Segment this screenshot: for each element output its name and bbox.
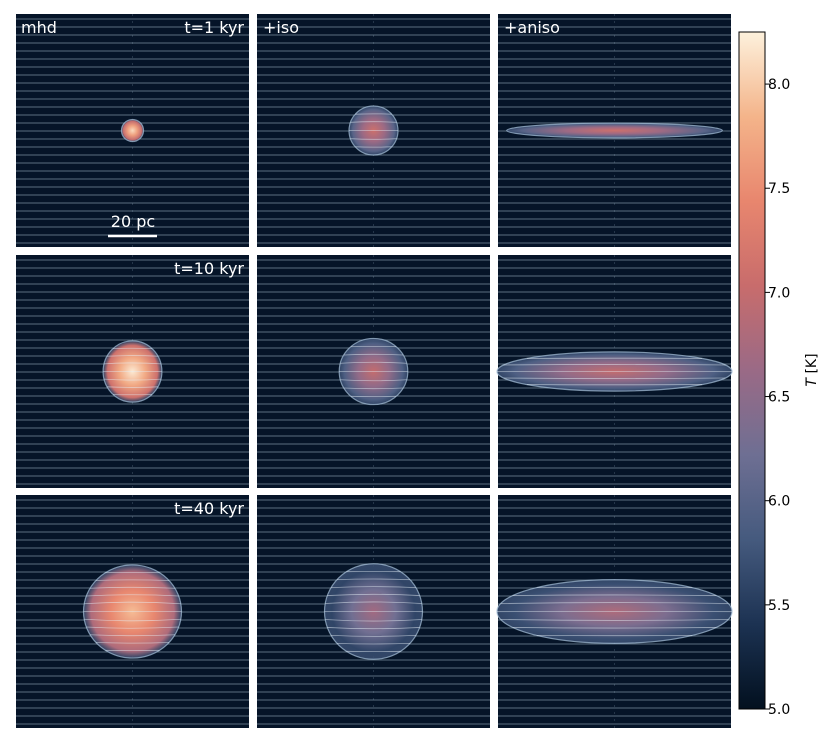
draped-field-line (336, 642, 411, 645)
draped-field-line (343, 353, 404, 356)
draped-field-line (107, 386, 158, 388)
draped-field-line (86, 626, 179, 629)
draped-field-line (95, 642, 170, 644)
draped-field-line (104, 362, 161, 365)
panel-grid (16, 14, 733, 728)
time-label-2: t=10 kyr (174, 259, 244, 278)
colorbar-tick-label: 5.5 (768, 598, 790, 614)
colorbar-tick-label: 5.0 (768, 702, 790, 718)
draped-field-line (84, 618, 181, 622)
col-label-iso: +iso (263, 18, 299, 37)
draped-field-line (331, 586, 416, 589)
draped-field-line (500, 619, 729, 621)
col-label-aniso: +aniso (504, 18, 560, 37)
panel-aniso-t10 (496, 255, 733, 488)
bubble-edge (506, 122, 723, 139)
draped-field-line (503, 377, 726, 379)
colorbar-label: T [K] (804, 353, 820, 386)
colorbar-tick-label: 7.5 (768, 181, 790, 197)
draped-field-line (327, 627, 420, 630)
draped-field-line (327, 593, 420, 596)
draped-field-line (340, 361, 407, 364)
hot-bubble (121, 119, 144, 142)
draped-field-line (350, 138, 397, 140)
colorbar-tick-label: 7.0 (768, 285, 790, 301)
panel-aniso-t40 (496, 495, 733, 728)
draped-field-line (90, 586, 175, 589)
draped-field-line (336, 578, 411, 581)
draped-field-line (86, 594, 179, 597)
draped-field-line (503, 364, 726, 366)
panel-iso-t10 (257, 255, 490, 488)
colorbar-tick-label: 6.0 (768, 494, 790, 510)
hot-bubble (506, 123, 723, 138)
colorbar (738, 31, 766, 710)
draped-field-line (325, 601, 422, 604)
draped-field-line (340, 379, 407, 382)
draped-field-line (90, 634, 175, 637)
time-label-3: t=40 kyr (174, 499, 244, 518)
panel-iso-t1 (257, 14, 490, 247)
panel-aniso-t1 (498, 14, 731, 247)
time-label-1: t=1 kyr (184, 18, 244, 37)
draped-field-line (512, 594, 717, 596)
panel-iso-t40 (257, 495, 490, 728)
draped-field-line (325, 619, 422, 622)
colorbar-ticks: 5.0 5.5 6.0 6.5 7.0 7.5 8.0 (765, 77, 790, 718)
panel-mhd-t1 (16, 14, 249, 247)
draped-field-line (500, 602, 729, 604)
draped-field-line (107, 355, 158, 357)
draped-field-line (331, 634, 416, 637)
draped-field-line (350, 121, 397, 123)
colorbar-label-var: T (804, 377, 820, 387)
panel-mhd-t40 (16, 495, 249, 728)
colorbar-tick-label: 8.0 (768, 77, 790, 93)
col-label-mhd: mhd (21, 18, 57, 37)
draped-field-line (512, 627, 717, 629)
scale-bar-label: 20 pc (111, 212, 155, 231)
draped-field-line (104, 378, 161, 381)
draped-field-line (343, 387, 404, 390)
panel-mhd-t10 (16, 255, 249, 488)
bubble-edge (120, 118, 145, 143)
colorbar-tick-label: 6.5 (768, 390, 790, 406)
draped-field-line (95, 579, 170, 581)
draped-field-line (84, 601, 181, 605)
